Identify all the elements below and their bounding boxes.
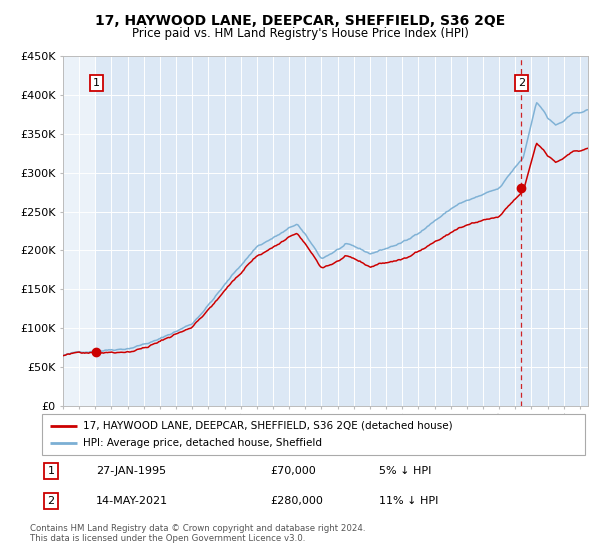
Bar	[63, 56, 97, 406]
Text: Price paid vs. HM Land Registry's House Price Index (HPI): Price paid vs. HM Land Registry's House …	[131, 27, 469, 40]
Text: 17, HAYWOOD LANE, DEEPCAR, SHEFFIELD, S36 2QE (detached house): 17, HAYWOOD LANE, DEEPCAR, SHEFFIELD, S3…	[83, 421, 452, 431]
Text: 11% ↓ HPI: 11% ↓ HPI	[379, 496, 438, 506]
Text: 1: 1	[93, 78, 100, 88]
Text: £70,000: £70,000	[270, 466, 316, 476]
Text: 5% ↓ HPI: 5% ↓ HPI	[379, 466, 431, 476]
Bar	[63, 56, 97, 406]
Text: 17, HAYWOOD LANE, DEEPCAR, SHEFFIELD, S36 2QE: 17, HAYWOOD LANE, DEEPCAR, SHEFFIELD, S3…	[95, 14, 505, 28]
Text: 2: 2	[518, 78, 525, 88]
Text: 2: 2	[47, 496, 55, 506]
Text: 14-MAY-2021: 14-MAY-2021	[97, 496, 169, 506]
Text: 27-JAN-1995: 27-JAN-1995	[97, 466, 166, 476]
Text: 1: 1	[47, 466, 55, 476]
Text: Contains HM Land Registry data © Crown copyright and database right 2024.
This d: Contains HM Land Registry data © Crown c…	[30, 524, 365, 543]
Text: £280,000: £280,000	[270, 496, 323, 506]
Text: HPI: Average price, detached house, Sheffield: HPI: Average price, detached house, Shef…	[83, 438, 322, 449]
